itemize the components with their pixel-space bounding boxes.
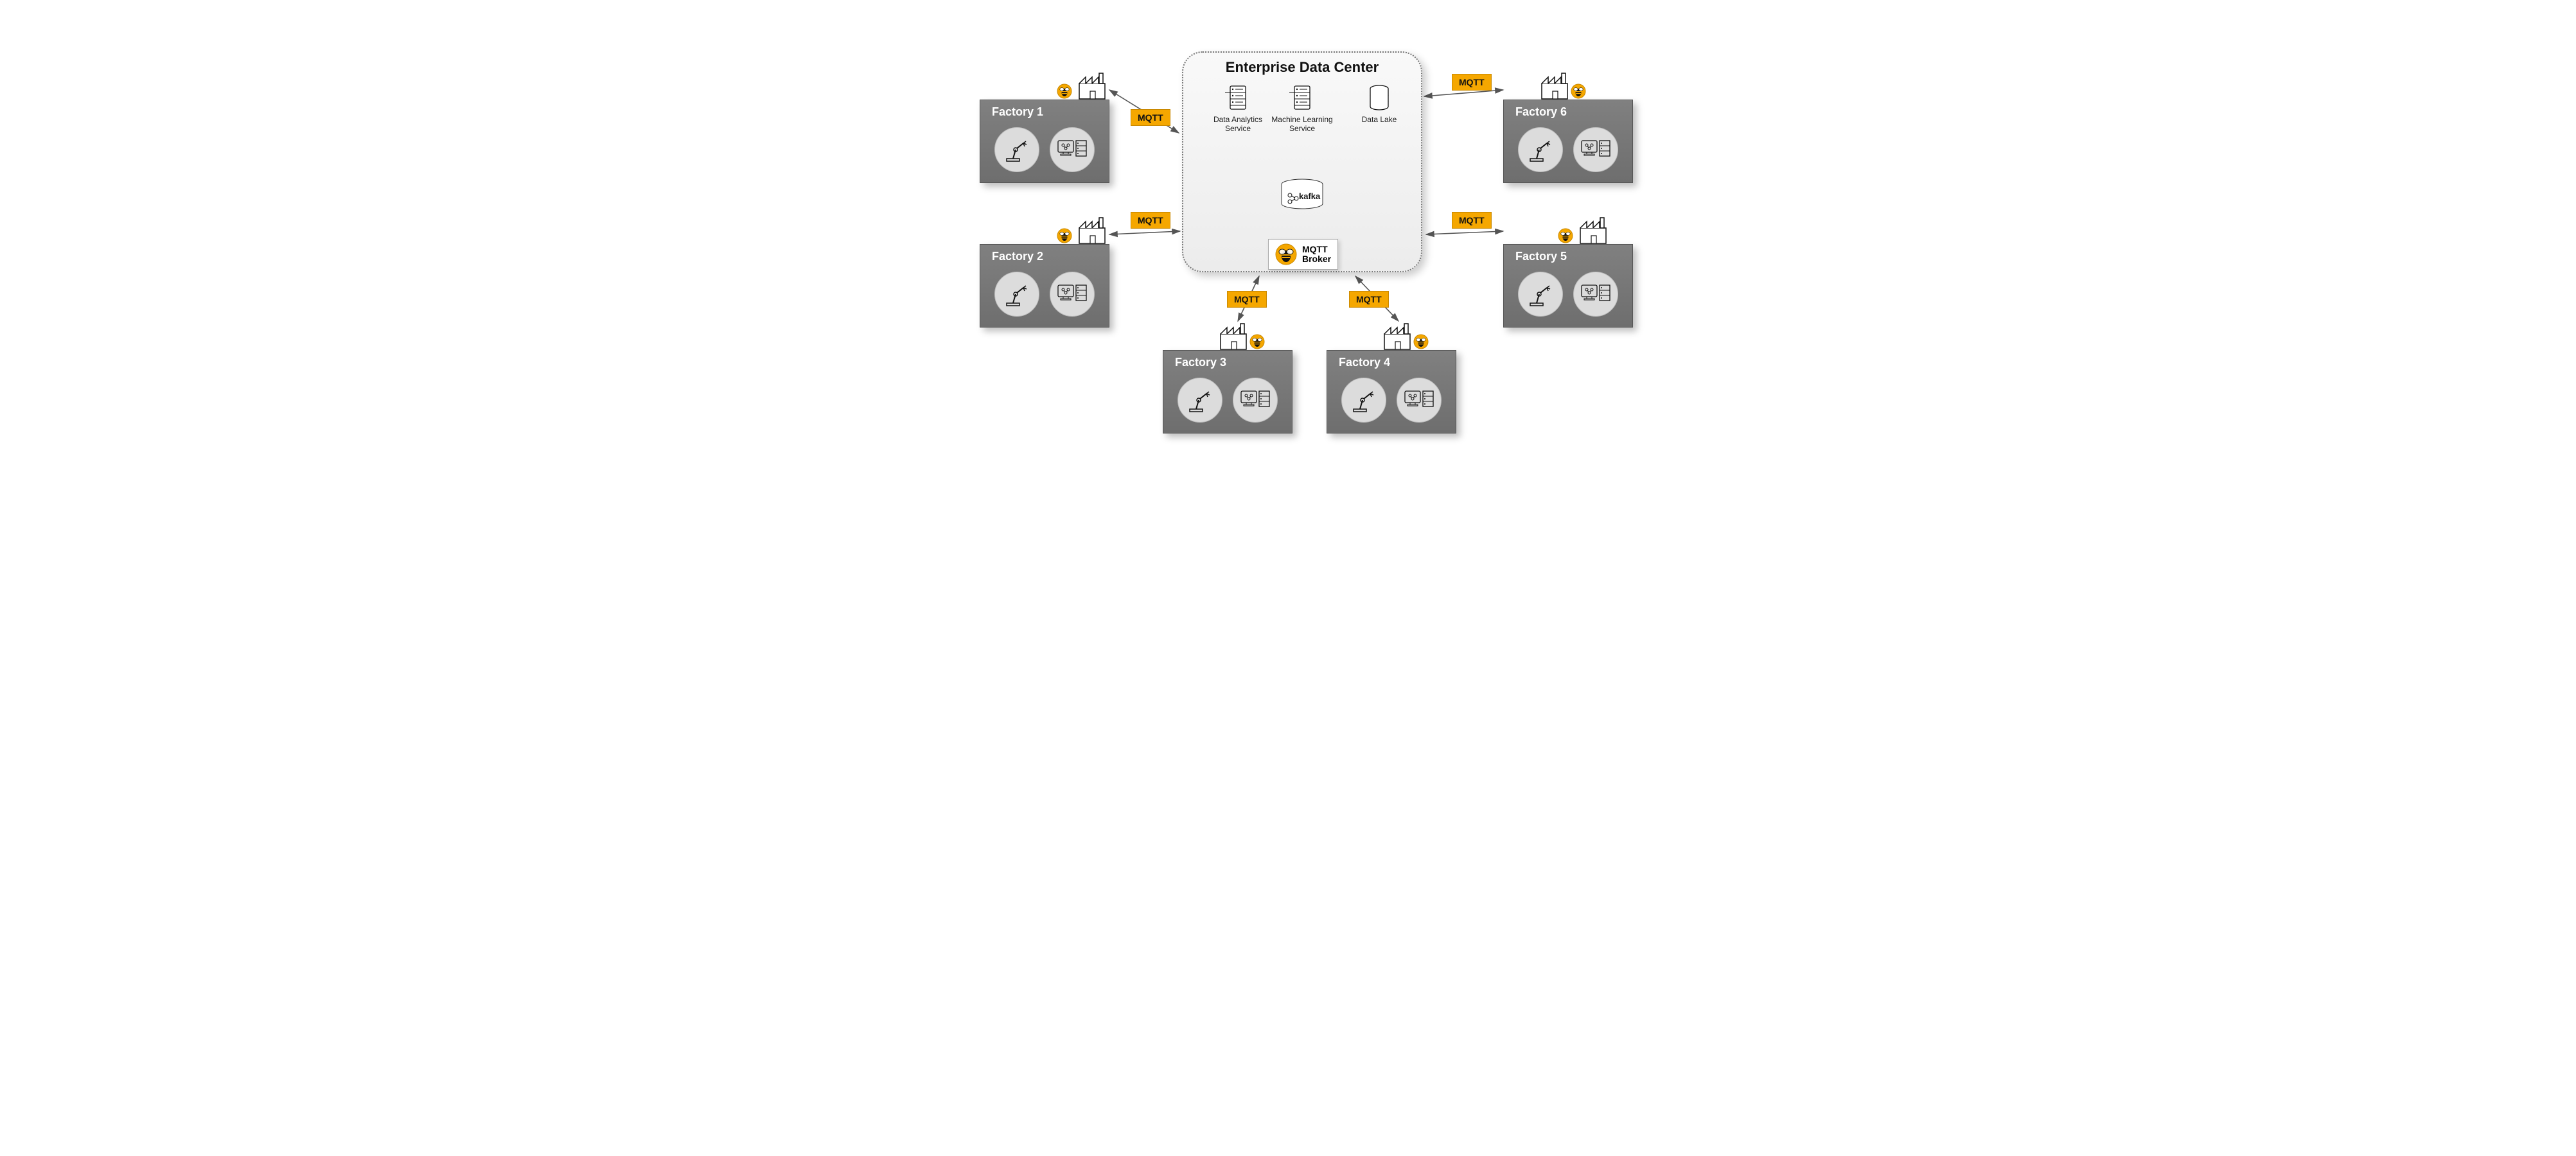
dc-service: Data Analytics Service xyxy=(1203,83,1273,133)
factory-f1: Factory 1 xyxy=(980,100,1109,183)
robot-arm-icon-circle xyxy=(994,127,1039,172)
kafka-node: kafka xyxy=(1280,178,1325,216)
connection-arrow xyxy=(1426,231,1503,234)
mqtt-broker-label: MQTTBroker xyxy=(1302,245,1331,265)
service-label: Data Analytics Service xyxy=(1203,115,1273,133)
robot-arm-icon xyxy=(1526,280,1555,308)
service-icon xyxy=(1289,83,1315,112)
factory-title: Factory 3 xyxy=(1175,356,1226,369)
robot-arm-icon xyxy=(1526,136,1555,164)
mqtt-broker-node: MQTTBroker xyxy=(1268,239,1338,270)
mqtt-label: MQTT xyxy=(1452,74,1492,91)
connection-arrow xyxy=(1109,231,1180,234)
robot-arm-icon-circle xyxy=(1518,272,1563,317)
connection-arrow xyxy=(1424,90,1503,96)
data-center-title: Enterprise Data Center xyxy=(1183,59,1421,76)
enterprise-data-center: Enterprise Data Center Data Analytics Se… xyxy=(1182,51,1422,272)
mqtt-label: MQTT xyxy=(1349,291,1389,308)
service-label: Machine Learning Service xyxy=(1267,115,1337,133)
scada-icon xyxy=(1057,137,1088,162)
factory-f5: Factory 5 xyxy=(1503,244,1633,328)
factory-f6: Factory 6 xyxy=(1503,100,1633,183)
scada-icon-circle xyxy=(1573,272,1618,317)
mqtt-label: MQTT xyxy=(1227,291,1267,308)
scada-icon-circle xyxy=(1397,378,1442,423)
dc-service: Data Lake xyxy=(1344,83,1415,124)
factory-title: Factory 2 xyxy=(992,250,1043,263)
scada-icon-circle xyxy=(1050,272,1095,317)
factory-building-icon xyxy=(1057,72,1108,103)
mqtt-label: MQTT xyxy=(1452,212,1492,229)
robot-arm-icon xyxy=(1003,136,1031,164)
diagram-canvas: Enterprise Data Center Data Analytics Se… xyxy=(806,0,1770,462)
dc-service: Machine Learning Service xyxy=(1267,83,1337,133)
robot-arm-icon-circle xyxy=(994,272,1039,317)
kafka-cylinder-icon: kafka xyxy=(1280,178,1325,213)
factory-title: Factory 6 xyxy=(1515,105,1567,119)
scada-icon xyxy=(1580,137,1611,162)
robot-arm-icon-circle xyxy=(1341,378,1386,423)
scada-icon xyxy=(1404,387,1434,413)
mqtt-label: MQTT xyxy=(1131,212,1170,229)
factory-f4: Factory 4 xyxy=(1327,350,1456,434)
scada-icon xyxy=(1057,281,1088,307)
factory-f3: Factory 3 xyxy=(1163,350,1292,434)
factory-f2: Factory 2 xyxy=(980,244,1109,328)
bee-badge-icon xyxy=(1275,243,1297,265)
robot-arm-icon xyxy=(1350,386,1378,414)
robot-arm-icon-circle xyxy=(1518,127,1563,172)
robot-arm-icon xyxy=(1003,280,1031,308)
robot-arm-icon-circle xyxy=(1178,378,1222,423)
service-icon xyxy=(1225,83,1251,112)
scada-icon-circle xyxy=(1573,127,1618,172)
factory-building-icon xyxy=(1381,322,1433,354)
factory-building-icon xyxy=(1217,322,1269,354)
factory-title: Factory 4 xyxy=(1339,356,1390,369)
scada-icon xyxy=(1240,387,1271,413)
factory-title: Factory 1 xyxy=(992,105,1043,119)
service-label: Data Lake xyxy=(1344,115,1415,124)
factory-building-icon xyxy=(1057,216,1108,248)
scada-icon xyxy=(1580,281,1611,307)
scada-icon-circle xyxy=(1233,378,1278,423)
scada-icon-circle xyxy=(1050,127,1095,172)
mqtt-label: MQTT xyxy=(1131,109,1170,126)
service-icon xyxy=(1366,83,1392,112)
factory-building-icon xyxy=(1558,216,1609,248)
factory-title: Factory 5 xyxy=(1515,250,1567,263)
robot-arm-icon xyxy=(1186,386,1214,414)
kafka-label: kafka xyxy=(1299,191,1321,201)
factory-building-icon xyxy=(1539,72,1590,103)
